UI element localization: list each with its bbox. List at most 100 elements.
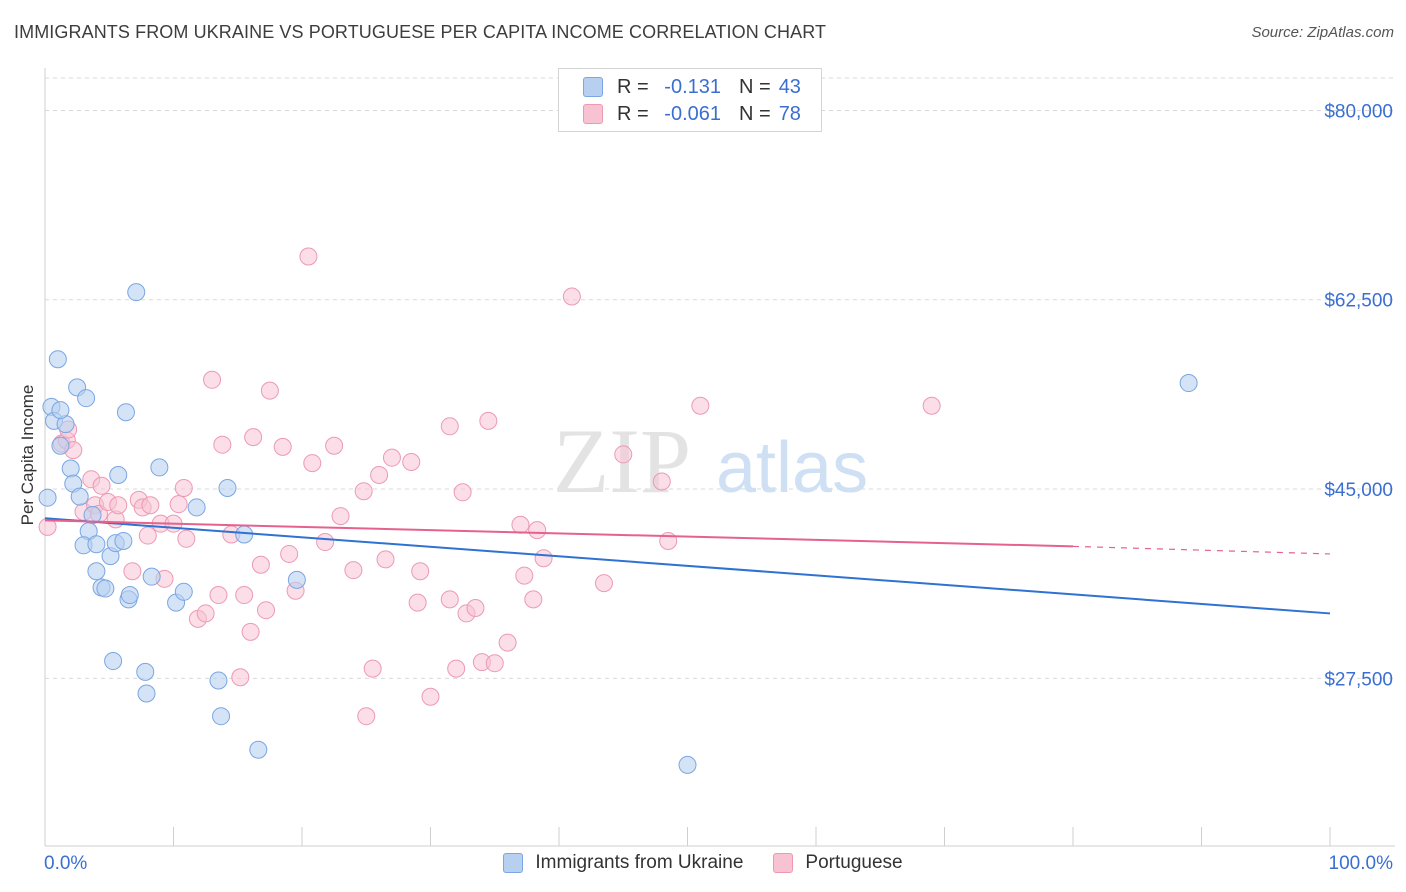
ukraine-point (127, 283, 146, 302)
legend-item-portuguese[interactable]: Portuguese (773, 852, 903, 874)
ukraine-point (187, 498, 206, 517)
ukraine-point (87, 562, 106, 581)
ukraine-point (77, 389, 96, 408)
legend-n-label: N = (739, 102, 771, 125)
ukraine-point (678, 755, 697, 774)
trend-lines (44, 517, 1331, 615)
portuguese-point (169, 495, 188, 514)
ukraine-trend-line (44, 517, 1331, 615)
ukraine-point (61, 459, 80, 478)
portuguese-point (203, 370, 222, 389)
y-tick-label: $80,000 (1324, 101, 1393, 122)
ukraine-point (38, 488, 57, 507)
portuguese-point (196, 604, 215, 623)
ukraine-point (1179, 374, 1198, 393)
portuguese-point (92, 476, 111, 495)
legend-swatch-ukraine (503, 853, 524, 873)
portuguese-point (231, 668, 250, 687)
ukraine-point (114, 531, 133, 550)
chart-title: IMMIGRANTS FROM UKRAINE VS PORTUGUESE PE… (14, 22, 827, 42)
portuguese-point (235, 586, 254, 605)
watermark: ZIP atlas (553, 410, 868, 512)
ukraine-point (87, 535, 106, 554)
portuguese-point (411, 562, 430, 581)
ukraine-point (235, 525, 254, 544)
portuguese-point (316, 533, 335, 552)
portuguese-point (244, 428, 263, 447)
portuguese-point (141, 496, 160, 515)
portuguese-point (370, 465, 389, 484)
legend-swatch-portuguese (583, 104, 603, 124)
portuguese-point (524, 590, 543, 609)
ukraine-point (48, 350, 67, 369)
portuguese-point (303, 454, 322, 473)
legend-n-label: N = (739, 75, 771, 98)
ukraine-points (38, 283, 1198, 774)
portuguese-point (325, 436, 344, 455)
portuguese-point (691, 396, 710, 415)
ukraine-point (287, 570, 306, 589)
portuguese-point (299, 247, 318, 266)
portuguese-point (614, 445, 633, 464)
legend-label-portuguese: Portuguese (805, 852, 903, 873)
portuguese-point (534, 549, 553, 568)
legend-swatch-portuguese (773, 853, 794, 873)
portuguese-point (562, 287, 581, 306)
legend-n-value: 78 (778, 102, 801, 125)
portuguese-trend-line-extension (1072, 545, 1331, 555)
ukraine-point (209, 671, 228, 690)
legend-row-portuguese: R = -0.061 N = 78 (583, 101, 801, 127)
legend-item-ukraine[interactable]: Immigrants from Ukraine (503, 852, 743, 874)
series-legend: Immigrants from Ukraine Portuguese (0, 852, 1406, 874)
portuguese-point (440, 590, 459, 609)
portuguese-point (357, 707, 376, 726)
portuguese-point (280, 544, 299, 563)
portuguese-point (479, 411, 498, 430)
portuguese-point (363, 659, 382, 678)
ukraine-point (249, 740, 268, 759)
portuguese-point (440, 417, 459, 436)
portuguese-trend-line (44, 519, 1074, 548)
ukraine-point (51, 401, 70, 420)
portuguese-point (138, 526, 157, 545)
y-tick-label: $45,000 (1324, 480, 1393, 501)
portuguese-point (498, 633, 517, 652)
portuguese-point (376, 550, 395, 569)
legend-r-label: R = (617, 75, 649, 98)
ukraine-point (104, 652, 123, 671)
ukraine-point (51, 436, 70, 455)
portuguese-point (652, 472, 671, 491)
ukraine-point (150, 458, 169, 477)
portuguese-point (273, 437, 292, 456)
source-credit: Source: ZipAtlas.com (1251, 24, 1394, 41)
portuguese-point (260, 381, 279, 400)
x-tick-label-start: 0.0% (44, 853, 87, 874)
portuguese-point (109, 496, 128, 515)
legend-r-value: -0.131 (664, 75, 721, 98)
ukraine-point (136, 662, 155, 681)
watermark-atlas: atlas (716, 428, 868, 508)
portuguese-point (922, 396, 941, 415)
ukraine-point (212, 707, 231, 726)
ukraine-point (137, 684, 156, 703)
portuguese-point (447, 659, 466, 678)
correlation-legend: R = -0.131 N = 43 R = -0.061 N = 78 (558, 68, 822, 132)
ukraine-point (116, 403, 135, 422)
y-axis-label: Per Capita Income (18, 384, 37, 526)
y-tick-label: $27,500 (1324, 669, 1393, 690)
portuguese-point (408, 593, 427, 612)
portuguese-point (354, 482, 373, 501)
portuguese-point (241, 622, 260, 641)
ukraine-point (96, 579, 115, 598)
portuguese-points (38, 247, 941, 726)
ukraine-point (70, 487, 89, 506)
portuguese-point (123, 562, 142, 581)
y-tick-label: $62,500 (1324, 291, 1393, 312)
portuguese-point (528, 521, 547, 540)
portuguese-point (331, 507, 350, 526)
ukraine-point (174, 582, 193, 601)
portuguese-point (511, 515, 530, 534)
portuguese-point (344, 561, 363, 580)
legend-row-ukraine: R = -0.131 N = 43 (583, 74, 801, 100)
